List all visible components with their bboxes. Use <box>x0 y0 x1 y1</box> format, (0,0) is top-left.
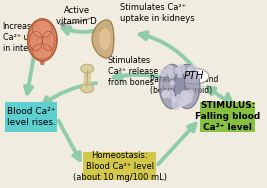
Text: STIMULUS:
Falling blood
Ca²⁺ level: STIMULUS: Falling blood Ca²⁺ level <box>195 101 260 132</box>
FancyBboxPatch shape <box>201 102 255 132</box>
Text: Increases
Ca²⁺ uptake
in intestines: Increases Ca²⁺ uptake in intestines <box>3 22 51 53</box>
Text: Stimulates Ca²⁺
uptake in kidneys: Stimulates Ca²⁺ uptake in kidneys <box>120 3 194 23</box>
Text: Blood Ca²⁺
level rises.: Blood Ca²⁺ level rises. <box>7 107 56 127</box>
Text: Active
vitamin D: Active vitamin D <box>56 6 97 26</box>
FancyBboxPatch shape <box>83 152 156 180</box>
FancyBboxPatch shape <box>5 102 57 132</box>
Text: Homeostasis:
Blood Ca²⁺ level
(about 10 mg/100 mL): Homeostasis: Blood Ca²⁺ level (about 10 … <box>73 151 167 182</box>
Text: Stimulates
Ca²⁺ release
from bones: Stimulates Ca²⁺ release from bones <box>108 56 158 87</box>
Text: PTH: PTH <box>184 71 204 81</box>
Text: Parathyroid gland
(behind thyroid): Parathyroid gland (behind thyroid) <box>150 75 218 95</box>
Ellipse shape <box>179 68 209 84</box>
